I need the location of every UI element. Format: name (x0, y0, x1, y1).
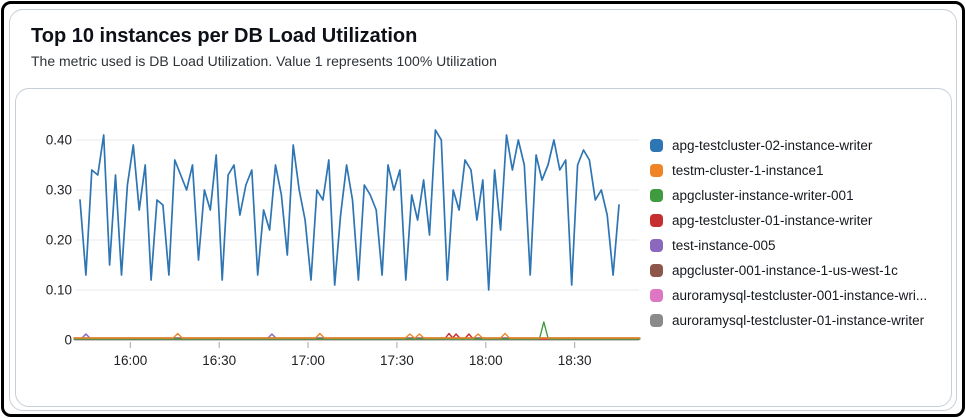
legend-item[interactable]: testm-cluster-1-instance1 (650, 158, 927, 183)
x-tick-label: 18:00 (469, 353, 503, 368)
x-tick-label: 17:00 (291, 353, 325, 368)
x-tick-label: 16:30 (202, 353, 236, 368)
legend-item[interactable]: auroramysql-testcluster-001-instance-wri… (650, 283, 927, 308)
report-header: Top 10 instances per DB Load Utilization… (10, 10, 956, 70)
legend-label: apg-testcluster-02-instance-writer (672, 138, 873, 153)
report-card: Top 10 instances per DB Load Utilization… (9, 9, 957, 411)
legend-swatch-icon (650, 239, 663, 252)
legend-label: auroramysql-testcluster-001-instance-wri… (672, 288, 928, 303)
y-tick-label: 0.10 (46, 283, 72, 298)
series-line (73, 332, 641, 339)
legend-item[interactable]: test-instance-005 (650, 233, 927, 258)
legend-swatch-icon (650, 139, 663, 152)
legend-item[interactable]: auroramysql-testcluster-01-instance-writ… (650, 308, 927, 333)
x-tick-label: 17:30 (380, 353, 414, 368)
y-tick-label: 0 (64, 333, 72, 348)
legend-item[interactable]: apg-testcluster-02-instance-writer (650, 133, 927, 158)
legend-label: apgcluster-instance-writer-001 (672, 188, 854, 203)
y-tick-label: 0.30 (46, 183, 72, 198)
legend-label: auroramysql-testcluster-01-instance-writ… (672, 313, 925, 328)
chart-legend: apg-testcluster-02-instance-writer testm-… (650, 133, 927, 333)
legend-label: apg-testcluster-01-instance-writer (672, 213, 873, 228)
legend-item[interactable]: apgcluster-instance-writer-001 (650, 183, 927, 208)
legend-swatch-icon (650, 164, 663, 177)
legend-item[interactable]: apg-testcluster-01-instance-writer (650, 208, 927, 233)
page-title: Top 10 instances per DB Load Utilization (31, 25, 418, 47)
legend-label: test-instance-005 (672, 238, 776, 253)
legend-item[interactable]: apgcluster-001-instance-1-us-west-1c (650, 258, 927, 283)
y-tick-label: 0.20 (46, 233, 72, 248)
legend-swatch-icon (650, 214, 663, 227)
legend-swatch-icon (650, 264, 663, 277)
series-line (73, 321, 641, 340)
series-line (73, 332, 641, 340)
legend-label: testm-cluster-1-instance1 (672, 163, 824, 178)
legend-swatch-icon (650, 314, 663, 327)
y-tick-label: 0.40 (46, 133, 72, 148)
legend-swatch-icon (650, 289, 663, 302)
x-tick-label: 18:30 (558, 353, 592, 368)
x-tick-label: 16:00 (113, 353, 147, 368)
page-subtitle: The metric used is DB Load Utilization. … (31, 53, 497, 69)
series-line (79, 129, 620, 291)
chart-widget-card: 0 0.10 0.20 0.30 0.40 16:00 16:30 17:00 17:30 18:… (15, 88, 952, 407)
db-load-line-chart: 0 0.10 0.20 0.30 0.40 16:00 16:30 17:00 17:30 18:… (46, 129, 641, 368)
legend-swatch-icon (650, 189, 663, 202)
legend-label: apgcluster-001-instance-1-us-west-1c (672, 263, 898, 278)
